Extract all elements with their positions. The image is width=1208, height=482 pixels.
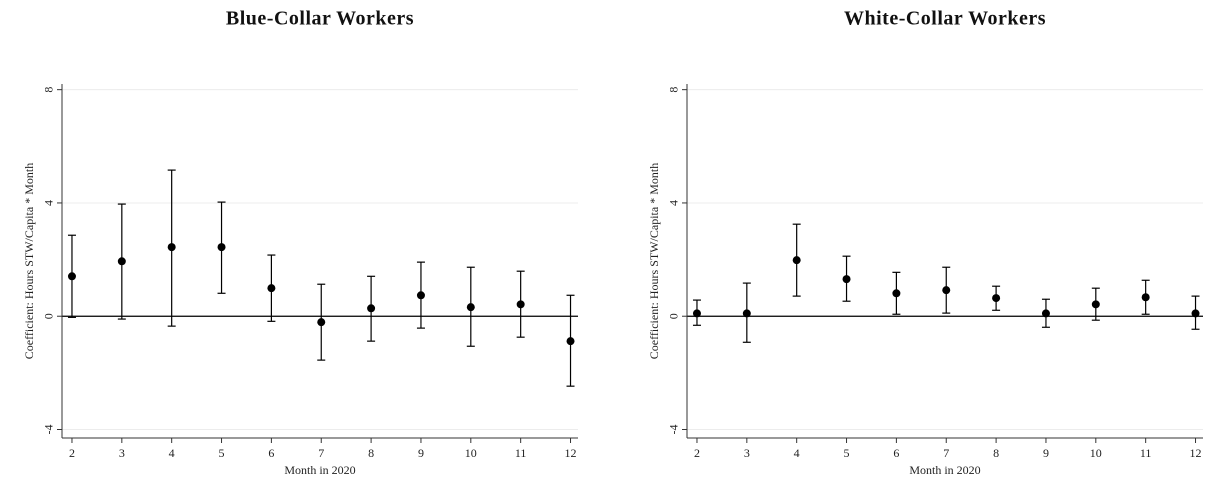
x-tick-label: 11 [515, 446, 527, 460]
x-tick-label: 9 [418, 446, 424, 460]
point [566, 337, 575, 346]
point [67, 272, 76, 281]
point [367, 304, 376, 313]
x-tick-label: 10 [1090, 446, 1102, 460]
point [992, 294, 1001, 303]
x-tick-label: 2 [694, 446, 700, 460]
point [1141, 293, 1150, 302]
point [416, 291, 425, 300]
point [942, 286, 951, 295]
x-tick-label: 12 [565, 446, 577, 460]
x-axis-title: Month in 2020 [909, 463, 980, 477]
point [466, 303, 475, 312]
x-tick-label: 9 [1043, 446, 1049, 460]
x-tick-label: 12 [1190, 446, 1202, 460]
x-tick-label: 10 [465, 446, 477, 460]
x-tick-label: 6 [893, 446, 899, 460]
point [217, 243, 226, 252]
x-tick-label: 11 [1140, 446, 1152, 460]
x-tick-label: 5 [219, 446, 225, 460]
y-tick-label: 4 [667, 200, 681, 206]
point [692, 309, 701, 318]
panel-title: Blue-Collar Workers [226, 8, 414, 30]
y-axis-title: Coefficient: Hours STW/Capita * Month [22, 163, 36, 359]
point [167, 243, 176, 252]
point [742, 309, 751, 318]
point [516, 300, 525, 309]
point [317, 318, 326, 327]
x-tick-label: 6 [268, 446, 274, 460]
point [1191, 309, 1200, 318]
point [792, 256, 801, 265]
x-tick-label: 4 [794, 446, 800, 460]
panel-title: White-Collar Workers [844, 8, 1046, 30]
y-tick-label: -4 [667, 425, 681, 435]
x-axis-title: Month in 2020 [284, 463, 355, 477]
y-tick-label: 8 [667, 87, 681, 93]
y-tick-label: 0 [42, 313, 56, 319]
x-tick-label: 3 [119, 446, 125, 460]
point [842, 275, 851, 284]
x-tick-label: 3 [744, 446, 750, 460]
point [1091, 300, 1100, 309]
x-tick-label: 4 [169, 446, 175, 460]
x-tick-label: 2 [69, 446, 75, 460]
x-tick-label: 8 [368, 446, 374, 460]
y-axis-title: Coefficient: Hours STW/Capita * Month [647, 163, 661, 359]
y-tick-label: -4 [42, 425, 56, 435]
point [117, 257, 126, 266]
point [267, 284, 276, 293]
point [892, 289, 901, 298]
y-tick-label: 4 [42, 200, 56, 206]
x-tick-label: 8 [993, 446, 999, 460]
x-tick-label: 7 [318, 446, 324, 460]
y-tick-label: 8 [42, 87, 56, 93]
point [1041, 309, 1050, 318]
x-tick-label: 7 [943, 446, 949, 460]
y-tick-label: 0 [667, 313, 681, 319]
x-tick-label: 5 [844, 446, 850, 460]
